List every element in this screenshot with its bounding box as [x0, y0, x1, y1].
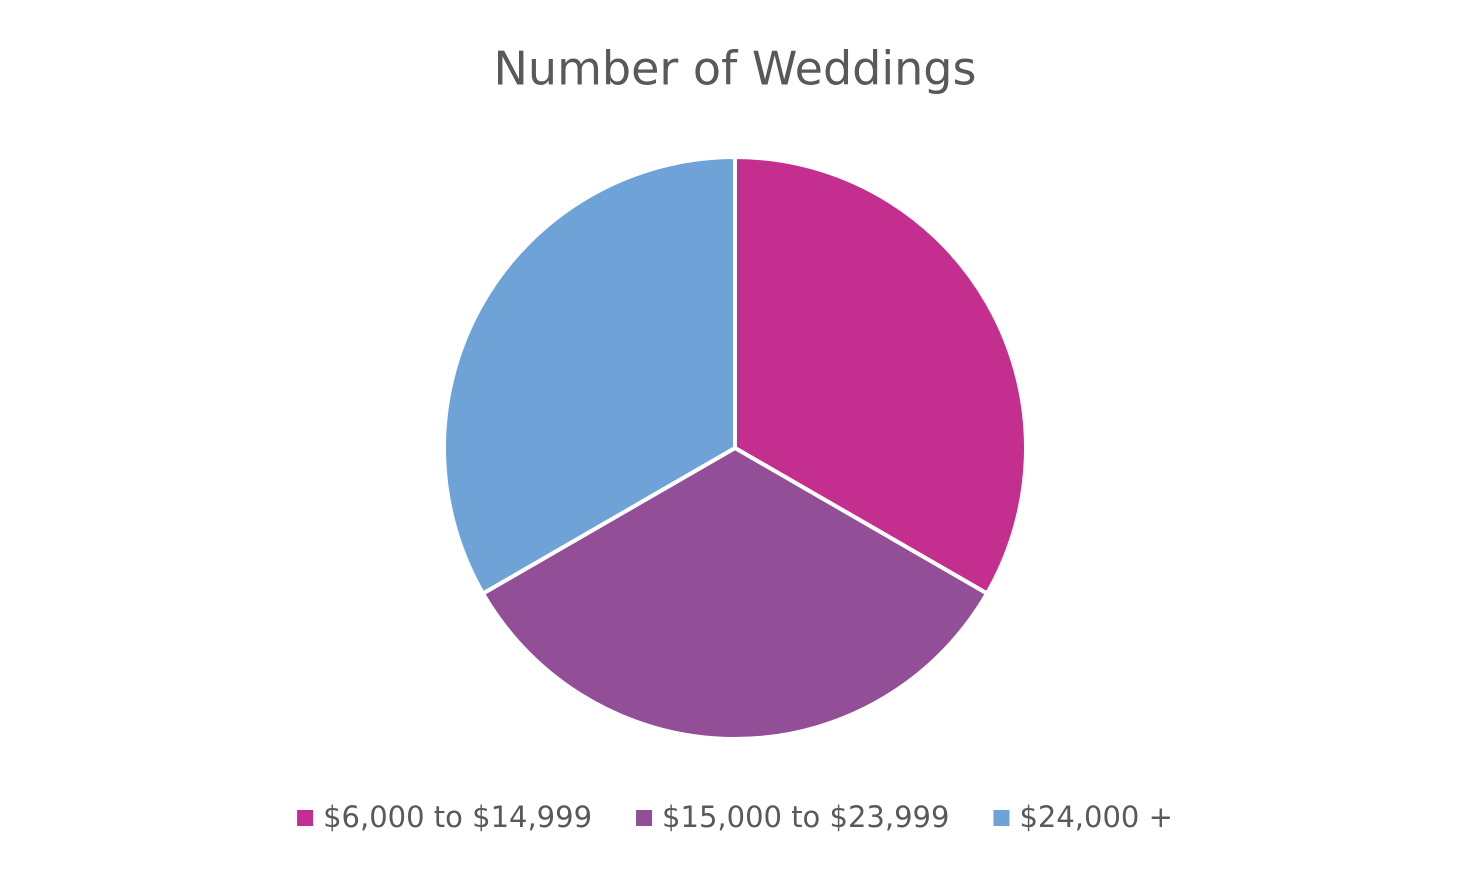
chart-title: Number of Weddings — [494, 42, 977, 96]
pie-slice — [733, 155, 1028, 596]
legend-label: $24,000 + — [1019, 800, 1172, 834]
legend-swatch — [993, 810, 1010, 826]
legend-swatch — [297, 810, 314, 826]
pie-slice — [442, 155, 737, 596]
pie-slice — [480, 446, 990, 741]
legend-swatch — [636, 810, 653, 826]
legend-label: $15,000 to $23,999 — [662, 800, 949, 834]
legend-label: $6,000 to $14,999 — [323, 800, 592, 834]
